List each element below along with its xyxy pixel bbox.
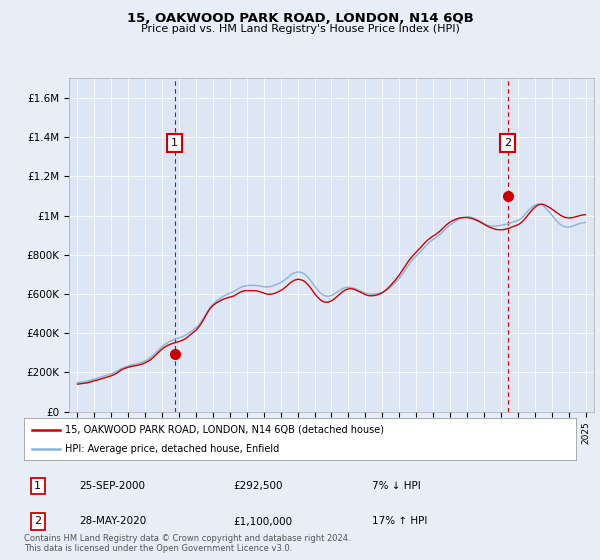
Text: 1: 1 xyxy=(171,138,178,148)
Text: 7% ↓ HPI: 7% ↓ HPI xyxy=(372,481,421,491)
Text: 2: 2 xyxy=(504,138,511,148)
Text: Contains HM Land Registry data © Crown copyright and database right 2024.
This d: Contains HM Land Registry data © Crown c… xyxy=(24,534,350,553)
Text: £292,500: £292,500 xyxy=(234,481,283,491)
Text: HPI: Average price, detached house, Enfield: HPI: Average price, detached house, Enfi… xyxy=(65,444,280,454)
Text: Price paid vs. HM Land Registry's House Price Index (HPI): Price paid vs. HM Land Registry's House … xyxy=(140,24,460,34)
Text: 17% ↑ HPI: 17% ↑ HPI xyxy=(372,516,427,526)
Text: £1,100,000: £1,100,000 xyxy=(234,516,293,526)
Text: 15, OAKWOOD PARK ROAD, LONDON, N14 6QB (detached house): 15, OAKWOOD PARK ROAD, LONDON, N14 6QB (… xyxy=(65,424,385,435)
Text: 15, OAKWOOD PARK ROAD, LONDON, N14 6QB: 15, OAKWOOD PARK ROAD, LONDON, N14 6QB xyxy=(127,12,473,25)
Text: 25-SEP-2000: 25-SEP-2000 xyxy=(79,481,145,491)
Text: 1: 1 xyxy=(34,481,41,491)
Text: 2: 2 xyxy=(34,516,41,526)
Text: 28-MAY-2020: 28-MAY-2020 xyxy=(79,516,146,526)
